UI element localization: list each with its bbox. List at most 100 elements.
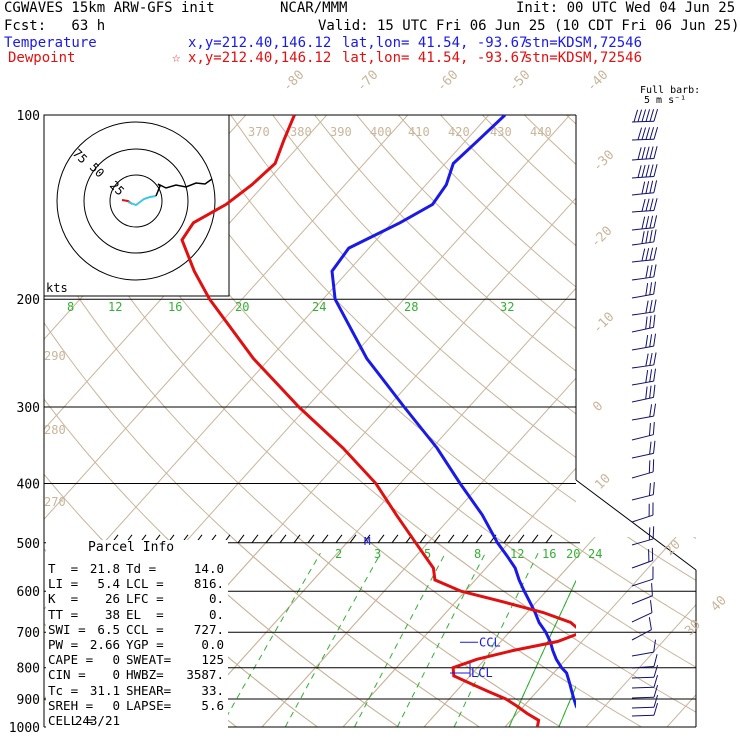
theta-label: 430: [490, 125, 512, 139]
wind-barb: [631, 281, 657, 299]
parcel-param-label: Td =: [126, 561, 157, 576]
moist-line: [687, 299, 740, 727]
wind-barb-flag: [649, 247, 654, 261]
wind-barb-flag: [649, 352, 653, 366]
mixing-level-label: M: [364, 535, 371, 548]
wind-level-tick: [251, 534, 259, 544]
wind-level-tick: [475, 534, 483, 544]
wind-barb-flag: [649, 385, 652, 399]
isotherm-line: [504, 537, 677, 727]
theta-label: 270: [44, 495, 66, 509]
theta-label: 280: [44, 423, 66, 437]
wind-barb-staff: [631, 676, 655, 679]
isotherm-label: -70: [354, 68, 381, 95]
dry-adiabat: [548, 56, 740, 740]
wind-barb: [631, 108, 659, 123]
isotherm-line: [736, 56, 740, 740]
hodograph-trace-upper: [155, 178, 213, 197]
parcel-param-value: 33.: [201, 682, 224, 698]
mixing-ratio-line: [508, 579, 576, 727]
parcel-param-label: PW =: [48, 637, 79, 652]
parcel-param-label: LAPSE=: [126, 697, 172, 713]
wind-barb: [631, 384, 656, 403]
parcel-param-value: 0.: [208, 606, 224, 622]
dewpoint-station: stn=KDSM,72546: [524, 50, 643, 66]
wind-barb-flag: [645, 353, 649, 367]
wind-barb-flag: [648, 527, 651, 541]
wind-barb-staff: [631, 311, 654, 316]
wind-barb-staff: [631, 578, 654, 587]
wind-barb-flag: [649, 315, 652, 329]
wind-barb-flag: [645, 127, 651, 140]
wind-barb-flag: [653, 384, 656, 398]
wind-barb-staff: [631, 192, 654, 196]
dry-adiabat: [626, 56, 740, 740]
isotherm-label: -20: [588, 224, 615, 251]
wind-barb-flag: [637, 147, 642, 160]
wind-barb: [631, 440, 656, 459]
wind-barb-staff: [631, 241, 654, 246]
wind-barb-staff: [631, 276, 654, 281]
mixing-ratio-label: 24: [312, 300, 326, 314]
theta-label: 400: [370, 125, 392, 139]
model-title: CGWAVES 15km ARW-GFS init: [4, 0, 215, 16]
dry-adiabat: [705, 56, 740, 740]
isotherm-label: -30: [590, 148, 617, 175]
dry-adiabat: [296, 537, 562, 727]
ccl-label: CCL: [479, 635, 501, 649]
temperature-station: stn=KDSM,72546: [524, 35, 643, 51]
dry-adiabat: [565, 115, 576, 125]
isotherm-label: 10: [592, 471, 614, 493]
wind-barb: [631, 617, 652, 641]
wind-barb: [631, 264, 657, 281]
parcel-levels: CCL LCL M: [364, 535, 501, 680]
wind-level-tick: [419, 534, 427, 544]
hodograph-ring: [83, 148, 189, 254]
mixing-ratio-label: 16: [542, 547, 556, 561]
parcel-param-label: CCL =: [126, 621, 164, 637]
wind-barb: [631, 299, 657, 316]
mixing-ratio-line: [595, 553, 669, 727]
wind-barb: [631, 164, 658, 179]
wind-barb: [631, 482, 655, 501]
isotherm-line: [180, 537, 353, 727]
mixing-ratio-label: 32: [500, 300, 514, 314]
wind-barb-flag: [641, 109, 647, 122]
wind-barb-staff: [631, 345, 654, 351]
wind-barb: [631, 674, 659, 689]
dry-adiabat: [230, 115, 576, 459]
mixing-ratio-label: 20: [235, 300, 249, 314]
wind-barb-staff: [631, 595, 653, 605]
isotherm-line: [666, 694, 696, 727]
wind-barb-flag: [648, 460, 651, 474]
isotherm-line: [44, 115, 409, 520]
wind-barb-staff: [631, 696, 655, 699]
wind-barb-staff: [631, 629, 652, 641]
valid-time: Valid: 15 UTC Fri 06 Jun 25 (10 CDT Fri …: [318, 18, 740, 34]
wind-level-tick: [335, 534, 343, 544]
parcel-param-value: 0: [112, 652, 120, 668]
wind-barb-flag: [649, 180, 654, 194]
wind-barb-flag: [653, 403, 657, 417]
parcel-param-value: 2.66: [89, 637, 120, 652]
dry-adiabat: [692, 537, 696, 539]
wind-barb-flag: [649, 164, 654, 177]
isotherm-label: 40: [708, 593, 730, 615]
dry-adiabat: [313, 115, 576, 372]
wind-barb-flag: [633, 109, 639, 123]
parcel-param-value: 5.4: [97, 576, 120, 592]
wind-barb-staff: [631, 714, 655, 717]
dewpoint-trace: [180, 115, 576, 727]
dry-adiabat: [272, 115, 576, 415]
wind-barb-flag: [653, 684, 659, 698]
wind-barb-staff: [631, 494, 654, 501]
wind-barb: [631, 664, 659, 679]
wind-level-tick: [265, 534, 273, 544]
wind-barb-staff: [631, 259, 654, 263]
pressure-tick-label: 800: [17, 662, 40, 677]
wind-barb-flag: [637, 165, 642, 178]
wind-barb-flag: [649, 109, 655, 122]
temperature-trace: [330, 115, 576, 709]
wind-barb-flag: [649, 229, 653, 243]
